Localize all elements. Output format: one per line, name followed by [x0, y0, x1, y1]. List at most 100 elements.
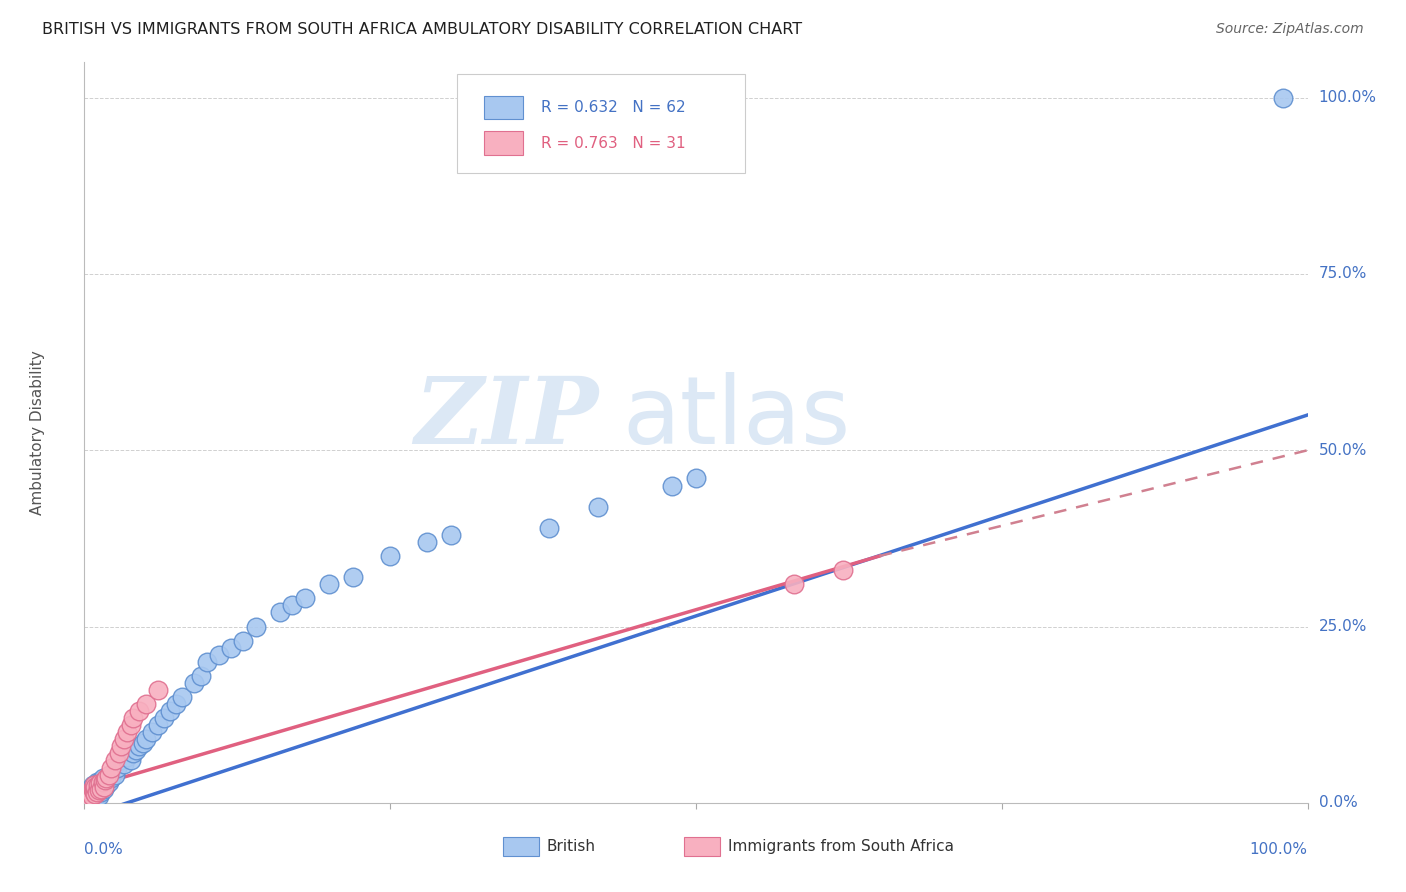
Text: atlas: atlas: [623, 372, 851, 464]
Point: [112, 732, 135, 747]
Point: [100, 771, 122, 785]
Point: [538, 521, 561, 535]
Point: [380, 549, 402, 563]
Point: [440, 528, 463, 542]
Text: ZIP: ZIP: [413, 373, 598, 463]
Point: [84, 778, 107, 792]
Point: [172, 690, 194, 704]
Point: [89, 781, 111, 796]
Point: [190, 669, 212, 683]
Point: [107, 747, 129, 761]
Point: [93, 781, 115, 796]
Text: R = 0.632   N = 62: R = 0.632 N = 62: [541, 100, 685, 115]
Point: [87, 778, 110, 792]
Point: [83, 781, 105, 796]
Point: [87, 785, 110, 799]
Point: [97, 771, 120, 785]
Point: [84, 788, 107, 802]
Point: [146, 683, 169, 698]
Point: [135, 697, 157, 711]
Point: [77, 790, 100, 805]
Text: Source: ZipAtlas.com: Source: ZipAtlas.com: [1216, 22, 1364, 37]
Point: [586, 500, 609, 514]
Text: 0.0%: 0.0%: [84, 842, 124, 856]
Point: [115, 725, 138, 739]
Point: [128, 739, 150, 754]
Point: [281, 599, 304, 613]
Point: [110, 754, 132, 768]
Text: Ambulatory Disability: Ambulatory Disability: [31, 351, 45, 515]
Point: [318, 577, 340, 591]
Point: [86, 774, 108, 789]
Point: [115, 750, 138, 764]
Point: [84, 785, 107, 799]
Text: Immigrants from South Africa: Immigrants from South Africa: [728, 839, 953, 854]
Point: [83, 778, 105, 792]
Point: [104, 754, 127, 768]
Text: 25.0%: 25.0%: [1319, 619, 1367, 634]
Point: [83, 785, 105, 799]
Point: [141, 725, 163, 739]
Point: [112, 757, 135, 772]
Point: [195, 655, 218, 669]
Point: [91, 778, 114, 792]
Point: [87, 789, 110, 803]
Point: [110, 739, 132, 754]
Point: [128, 704, 150, 718]
Point: [82, 778, 104, 792]
Point: [87, 778, 110, 792]
Point: [208, 648, 231, 662]
Point: [86, 785, 108, 799]
Point: [159, 704, 181, 718]
Point: [94, 773, 117, 788]
Text: 75.0%: 75.0%: [1319, 267, 1367, 282]
Point: [1272, 91, 1295, 105]
Point: [122, 747, 145, 761]
Point: [132, 736, 155, 750]
Point: [104, 767, 127, 781]
Point: [165, 697, 187, 711]
Point: [269, 606, 291, 620]
Text: BRITISH VS IMMIGRANTS FROM SOUTH AFRICA AMBULATORY DISABILITY CORRELATION CHART: BRITISH VS IMMIGRANTS FROM SOUTH AFRICA …: [42, 22, 803, 37]
Point: [90, 785, 112, 799]
Point: [87, 774, 110, 789]
Point: [93, 780, 115, 795]
Point: [91, 771, 114, 785]
Point: [294, 591, 316, 606]
Text: 50.0%: 50.0%: [1319, 442, 1367, 458]
FancyBboxPatch shape: [484, 95, 523, 120]
Text: 100.0%: 100.0%: [1250, 842, 1308, 856]
Point: [100, 760, 122, 774]
Point: [91, 774, 114, 789]
Point: [135, 732, 157, 747]
Point: [153, 711, 176, 725]
Point: [232, 633, 254, 648]
Point: [831, 563, 853, 577]
Point: [783, 577, 806, 591]
Point: [96, 778, 118, 792]
Point: [83, 789, 105, 803]
FancyBboxPatch shape: [503, 837, 540, 856]
Point: [105, 760, 128, 774]
Point: [245, 619, 267, 633]
Text: R = 0.763   N = 31: R = 0.763 N = 31: [541, 136, 685, 151]
Point: [79, 785, 101, 799]
FancyBboxPatch shape: [484, 131, 523, 155]
Point: [82, 785, 104, 799]
Text: 100.0%: 100.0%: [1319, 90, 1376, 105]
Point: [94, 774, 117, 789]
Point: [84, 780, 107, 795]
Point: [661, 478, 683, 492]
Point: [86, 789, 108, 803]
FancyBboxPatch shape: [683, 837, 720, 856]
FancyBboxPatch shape: [457, 73, 745, 173]
Point: [87, 783, 110, 797]
Text: British: British: [547, 839, 596, 854]
Point: [122, 711, 145, 725]
Point: [82, 781, 104, 796]
Point: [183, 676, 205, 690]
Point: [125, 743, 148, 757]
Point: [685, 471, 707, 485]
Point: [80, 789, 103, 803]
Point: [79, 781, 101, 796]
